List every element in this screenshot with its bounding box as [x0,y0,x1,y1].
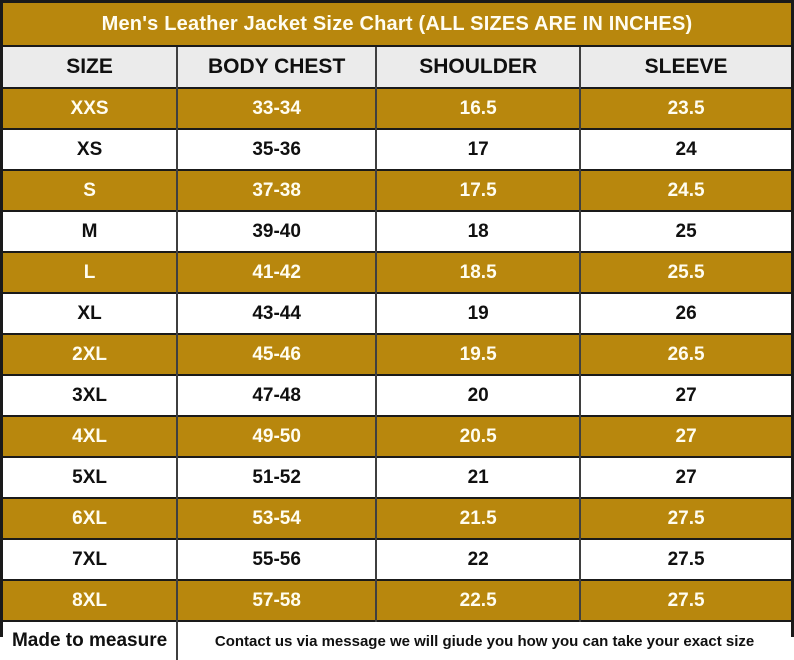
table-footer: Made to measure Contact us via message w… [3,620,791,660]
shoulder-cell: 21.5 [375,497,581,539]
sleeve-cell: 27.5 [579,497,791,539]
size-cell: 7XL [3,538,178,580]
shoulder-cell: 19 [375,292,581,334]
shoulder-cell: 19.5 [375,333,581,375]
table-row: 3XL 47-48 20 27 [3,374,791,416]
shoulder-cell: 17.5 [375,169,581,211]
size-cell: 3XL [3,374,178,416]
sleeve-cell: 27 [579,415,791,457]
size-cell: 2XL [3,333,178,375]
sleeve-cell: 27 [579,456,791,498]
table-row: XXS 33-34 16.5 23.5 [3,87,791,129]
size-cell: M [3,210,178,252]
sleeve-cell: 27.5 [579,538,791,580]
size-cell: 5XL [3,456,178,498]
chest-cell: 43-44 [176,292,377,334]
column-header-size: SIZE [3,47,178,88]
size-cell: XL [3,292,178,334]
size-cell: 8XL [3,579,178,621]
size-cell: XXS [3,87,178,129]
shoulder-cell: 20 [375,374,581,416]
chart-title: Men's Leather Jacket Size Chart (ALL SIZ… [3,3,791,47]
size-chart-table: SIZE BODY CHEST SHOULDER SLEEVE XXS 33-34… [3,47,791,660]
chest-cell: 37-38 [176,169,377,211]
size-cell: S [3,169,178,211]
sleeve-cell: 25 [579,210,791,252]
chest-cell: 33-34 [176,87,377,129]
shoulder-cell: 21 [375,456,581,498]
table-row: 6XL 53-54 21.5 27.5 [3,497,791,539]
column-header-sleeve: SLEEVE [579,47,791,88]
shoulder-cell: 16.5 [375,87,581,129]
shoulder-cell: 22 [375,538,581,580]
chest-cell: 47-48 [176,374,377,416]
table-body: XXS 33-34 16.5 23.5 XS 35-36 17 24 S 37-38 17.5 24.… [3,87,791,621]
size-cell: L [3,251,178,293]
column-header-shoulder: SHOULDER [375,47,581,88]
shoulder-cell: 18.5 [375,251,581,293]
shoulder-cell: 20.5 [375,415,581,457]
chest-cell: 41-42 [176,251,377,293]
sleeve-cell: 27 [579,374,791,416]
footer-row: Made to measure Contact us via message w… [3,620,791,660]
footer-message-cell: Contact us via message we will giude you… [176,620,791,660]
shoulder-cell: 22.5 [375,579,581,621]
size-cell: 4XL [3,415,178,457]
sleeve-cell: 26.5 [579,333,791,375]
size-cell: 6XL [3,497,178,539]
sleeve-cell: 23.5 [579,87,791,129]
table-row: 5XL 51-52 21 27 [3,456,791,498]
table-header: SIZE BODY CHEST SHOULDER SLEEVE [3,47,791,88]
table-row: 4XL 49-50 20.5 27 [3,415,791,457]
chest-cell: 53-54 [176,497,377,539]
shoulder-cell: 17 [375,128,581,170]
table-row: S 37-38 17.5 24.5 [3,169,791,211]
chest-cell: 35-36 [176,128,377,170]
sleeve-cell: 26 [579,292,791,334]
table-row: XL 43-44 19 26 [3,292,791,334]
chest-cell: 45-46 [176,333,377,375]
table-row: L 41-42 18.5 25.5 [3,251,791,293]
table-row: 2XL 45-46 19.5 26.5 [3,333,791,375]
shoulder-cell: 18 [375,210,581,252]
table-row: 8XL 57-58 22.5 27.5 [3,579,791,621]
header-row: SIZE BODY CHEST SHOULDER SLEEVE [3,47,791,88]
size-cell: XS [3,128,178,170]
sleeve-cell: 24.5 [579,169,791,211]
table-row: XS 35-36 17 24 [3,128,791,170]
chest-cell: 55-56 [176,538,377,580]
sleeve-cell: 27.5 [579,579,791,621]
chest-cell: 39-40 [176,210,377,252]
table-row: M 39-40 18 25 [3,210,791,252]
chest-cell: 51-52 [176,456,377,498]
chest-cell: 57-58 [176,579,377,621]
footer-label-cell: Made to measure [3,620,178,660]
table-row: 7XL 55-56 22 27.5 [3,538,791,580]
column-header-chest: BODY CHEST [176,47,377,88]
sleeve-cell: 25.5 [579,251,791,293]
chest-cell: 49-50 [176,415,377,457]
sleeve-cell: 24 [579,128,791,170]
